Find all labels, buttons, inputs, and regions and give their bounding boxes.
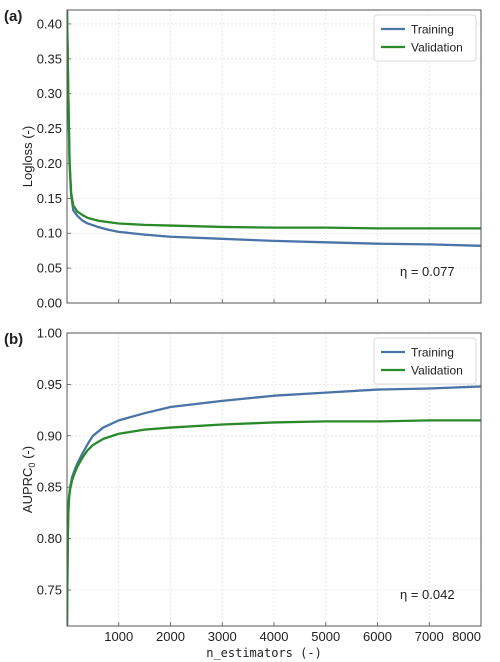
legend-label-training: Training bbox=[411, 346, 454, 360]
x-tick-label: 7000 bbox=[415, 629, 444, 644]
plot-frame bbox=[66, 9, 482, 304]
x-tick-label: 1000 bbox=[104, 629, 133, 644]
y-tick-label: 0.20 bbox=[37, 156, 62, 171]
x-axis-label: n_estimators (-) bbox=[206, 646, 322, 660]
y-tick-label: 0.40 bbox=[37, 16, 62, 31]
y-axis-label: AUPRC0 (-) bbox=[20, 446, 37, 513]
y-tick-label: 0.95 bbox=[37, 377, 62, 392]
y-tick-label: 0.80 bbox=[37, 531, 62, 546]
x-tick-label: 8000 bbox=[452, 629, 481, 644]
y-axis-label-text: AUPRC bbox=[20, 468, 35, 514]
chart-panel-1: 0.00 0.05 0.10 0.15 0.20 0.25 0.30 0.35 0.40 (a) L… bbox=[4, 8, 482, 311]
plot-frame bbox=[66, 332, 482, 627]
y-tick-label: 0.30 bbox=[37, 86, 62, 101]
legend-box bbox=[373, 337, 477, 385]
y-axis-label-unit: (-) bbox=[20, 446, 35, 463]
legend-box bbox=[373, 14, 477, 62]
eta-annotation: η = 0.042 bbox=[400, 587, 455, 602]
y-tick-label: 0.85 bbox=[37, 480, 62, 495]
series-line-validation bbox=[67, 419, 481, 626]
y-tick-label: 0.35 bbox=[37, 51, 62, 66]
legend-label-validation: Validation bbox=[411, 41, 463, 55]
x-tick-label: 3000 bbox=[208, 629, 237, 644]
x-tick-label: 6000 bbox=[363, 629, 392, 644]
x-tick-label: 4000 bbox=[260, 629, 289, 644]
y-axis-label-subscript: 0 bbox=[27, 463, 37, 468]
y-axis-label-text: Logloss (-) bbox=[20, 126, 35, 187]
series-line-validation bbox=[67, 10, 481, 230]
y-tick-label: 0.75 bbox=[37, 583, 62, 598]
y-tick-label: 0.10 bbox=[37, 226, 62, 241]
y-tick-label: 0.05 bbox=[37, 261, 62, 276]
legend-label-validation: Validation bbox=[411, 364, 463, 378]
y-tick-label: 0.15 bbox=[37, 191, 62, 206]
y-tick-label: 1.00 bbox=[37, 326, 62, 341]
x-tick-label: 2000 bbox=[156, 629, 185, 644]
y-tick-label: 0.25 bbox=[37, 121, 62, 136]
chart-panel-2: 0.75 0.80 0.85 0.90 0.95 1.00 (b) AUPRC0 (-) 100… bbox=[4, 326, 482, 660]
y-axis-label: Logloss (-) bbox=[20, 126, 35, 187]
panel-label: (a) bbox=[4, 8, 22, 25]
x-tick-label: 5000 bbox=[311, 629, 340, 644]
panel-label: (b) bbox=[4, 331, 23, 348]
eta-annotation: η = 0.077 bbox=[400, 264, 455, 279]
y-tick-label: 0.00 bbox=[37, 296, 62, 311]
y-tick-label: 0.90 bbox=[37, 428, 62, 443]
legend-label-training: Training bbox=[411, 23, 454, 37]
